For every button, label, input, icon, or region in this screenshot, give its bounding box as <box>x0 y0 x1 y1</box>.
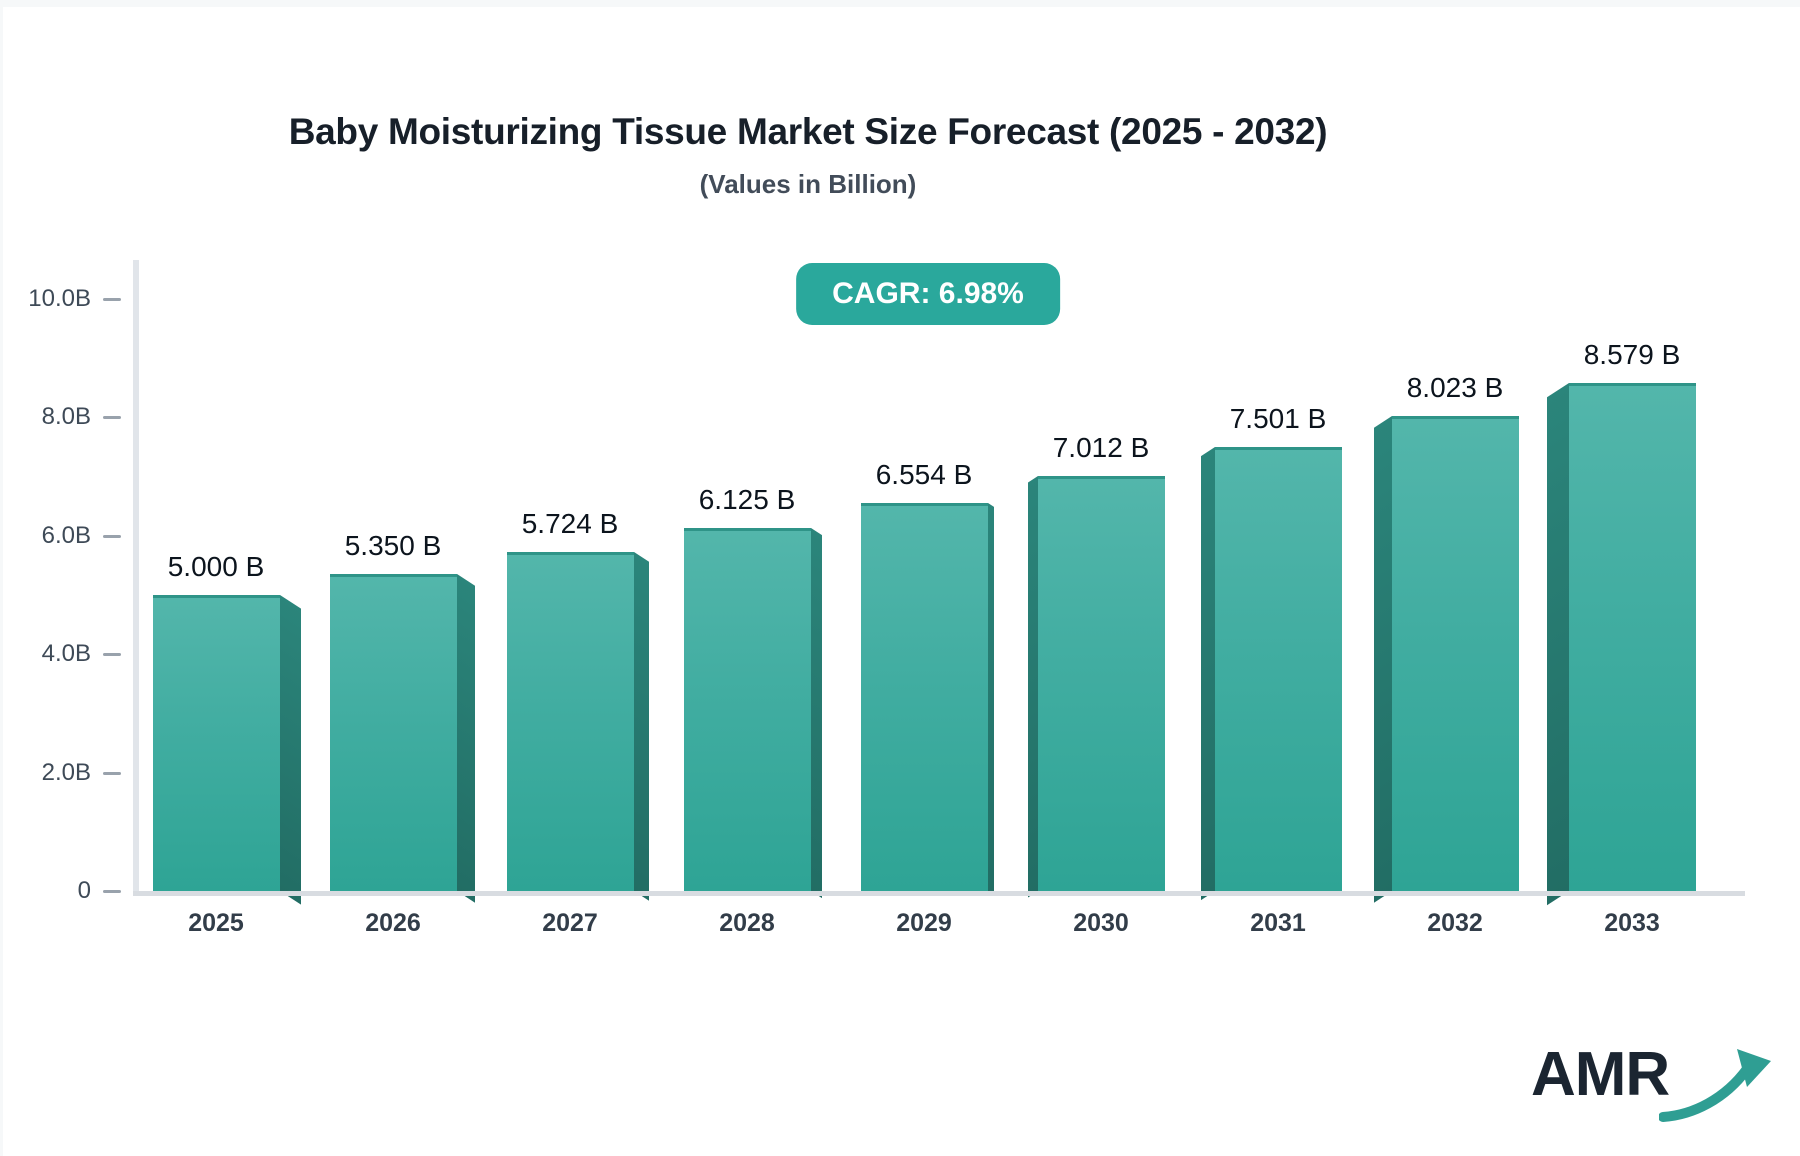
bar <box>683 528 811 891</box>
title-block: Baby Moisturizing Tissue Market Size For… <box>3 111 1613 200</box>
bar-value-label: 5.000 B <box>167 551 265 582</box>
bar-3d-side <box>279 595 301 905</box>
chart-subtitle: (Values in Billion) <box>699 169 917 199</box>
bar-value-label: 7.501 B <box>1229 402 1327 434</box>
x-tick-label: 2033 <box>1604 909 1660 937</box>
y-tick-label: 8.0B <box>41 403 91 431</box>
bar-value-label: 5.724 B <box>521 508 619 540</box>
bar-3d-side <box>1373 416 1392 903</box>
x-tick-label: 2030 <box>1073 909 1129 937</box>
x-tick-label: 2027 <box>542 909 598 937</box>
x-tick-label: 2026 <box>365 909 421 937</box>
bar-value-label: 7.012 B <box>1052 431 1150 463</box>
amr-logo-text: AMR <box>1531 1040 1670 1109</box>
bar-3d-side <box>1546 383 1569 906</box>
y-axis-line <box>133 260 139 896</box>
bar-3d-side <box>987 503 994 895</box>
x-axis-baseline <box>133 891 1745 896</box>
bar-value-label: 5.350 B <box>344 530 442 562</box>
bar-3d-side <box>810 528 822 899</box>
bar-3d-side <box>1027 475 1038 898</box>
y-tick-dash <box>103 653 121 657</box>
x-tick-label: 2025 <box>188 909 244 937</box>
x-tick-label: 2031 <box>1250 909 1306 937</box>
bar-value-label: 6.125 B <box>698 484 796 516</box>
bar <box>860 503 988 891</box>
bar-3d-side <box>1200 446 1215 901</box>
y-tick-dash <box>103 771 121 775</box>
x-tick-label: 2032 <box>1427 909 1483 937</box>
y-tick-dash <box>103 416 121 420</box>
amr-logo: AMR <box>1531 1043 1789 1123</box>
y-tick-dash <box>103 534 121 538</box>
bar <box>506 552 634 891</box>
bar <box>152 595 280 891</box>
bar <box>1568 383 1696 891</box>
bar <box>1037 475 1165 891</box>
y-tick-label: 2.0B <box>41 758 91 786</box>
bar-value-label: 8.023 B <box>1406 372 1504 404</box>
y-tick-dash <box>103 298 121 301</box>
bar-3d-side <box>456 574 475 903</box>
y-tick-label: 0 <box>77 877 91 904</box>
bar <box>329 574 457 891</box>
x-tick-label: 2029 <box>896 909 952 937</box>
bar <box>1214 446 1342 891</box>
chart-title: Baby Moisturizing Tissue Market Size For… <box>288 111 1328 152</box>
cagr-badge: CAGR: 6.98% <box>796 263 1060 325</box>
y-tick-label: 4.0B <box>41 640 91 668</box>
y-tick-label: 6.0B <box>41 521 91 549</box>
y-tick-label: 10.0B <box>28 285 91 312</box>
bar <box>1391 416 1519 891</box>
plot-area: 10.0B 8.0B 6.0B 4.0B 2.0B 0 5.000 B 2025 5.350 B… <box>3 7 1800 1156</box>
growth-arrow-icon <box>1659 1049 1772 1122</box>
bar-value-label: 8.579 B <box>1583 339 1681 371</box>
x-tick-label: 2028 <box>719 909 775 937</box>
y-tick-dash <box>103 890 121 893</box>
bar-value-label: 6.554 B <box>875 459 973 490</box>
bar-3d-side <box>633 552 649 901</box>
